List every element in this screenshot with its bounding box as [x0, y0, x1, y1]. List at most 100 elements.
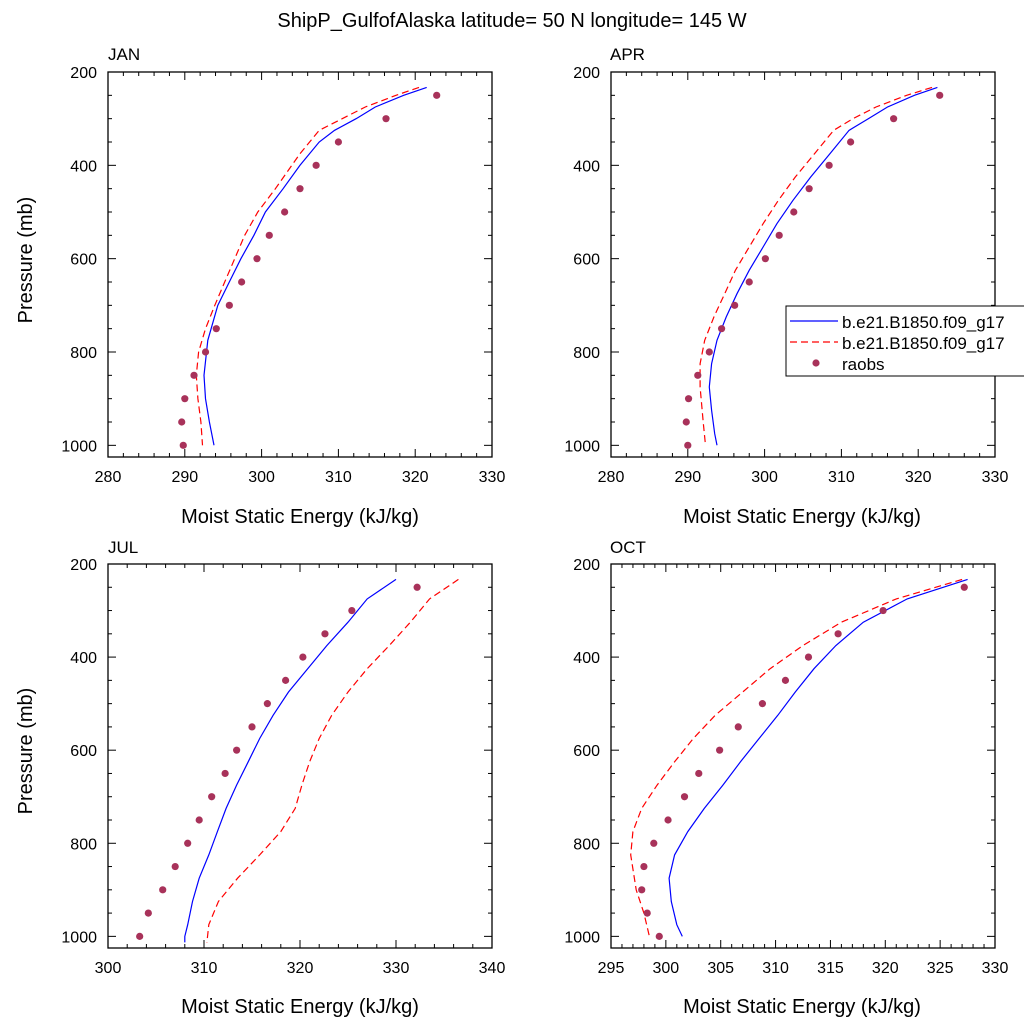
y-tick-label: 400 — [70, 158, 97, 175]
x-tick-label: 300 — [751, 469, 778, 486]
y-tick-label: 1000 — [61, 929, 97, 946]
series-group-jan — [178, 86, 441, 449]
panel-label-apr: APR — [610, 45, 645, 64]
model-line-solid-jan — [203, 86, 427, 446]
figure-title: ShipP_GulfofAlaska latitude= 50 N longit… — [277, 10, 746, 32]
raobs-point — [758, 700, 767, 708]
raobs-point — [413, 583, 421, 591]
raobs-point — [638, 886, 646, 894]
raobs-point — [208, 793, 216, 801]
y-tick-label: 800 — [573, 345, 600, 362]
raobs-point — [847, 138, 855, 146]
raobs-point — [640, 862, 648, 871]
panel-jan: JAN Pressure (mb) Moist Static Energy (k… — [15, 45, 505, 528]
y-tick-label: 600 — [573, 743, 600, 760]
model-line-dashed-jul — [206, 578, 459, 943]
panel-jul: JUL Pressure (mb) Moist Static Energy (k… — [15, 538, 505, 1018]
raobs-point — [282, 676, 290, 684]
xlabel-apr: Moist Static Energy (kJ/kg) — [683, 506, 921, 528]
raobs-point — [233, 746, 241, 754]
raobs-point — [717, 325, 726, 333]
panel-oct: OCT Moist Static Energy (kJ/kg) 295 300 30… — [564, 538, 1008, 1018]
legend-label-2: b.e21.B1850.f09_g17 — [842, 334, 1005, 353]
raobs-point — [178, 418, 186, 426]
legend-box — [785, 305, 1024, 377]
x-tick-label: 310 — [191, 960, 218, 977]
raobs-point — [334, 138, 342, 146]
raobs-point — [936, 91, 944, 99]
raobs-point — [299, 653, 307, 661]
raobs-point — [144, 909, 152, 917]
raobs-point — [201, 348, 210, 356]
ylabel-jan: Pressure (mb) — [15, 197, 37, 324]
model-line-solid-jul — [184, 578, 397, 943]
x-tick-label: 330 — [982, 960, 1009, 977]
raobs-point — [296, 185, 304, 193]
raobs-point — [248, 723, 256, 731]
x-tick-label: 290 — [171, 469, 198, 486]
x-tick-label: 325 — [927, 960, 954, 977]
xlabel-oct: Moist Static Energy (kJ/kg) — [683, 996, 921, 1018]
raobs-point — [960, 583, 968, 591]
y-tick-label: 600 — [70, 252, 97, 269]
x-tick-label: 330 — [479, 469, 506, 486]
plot-frame-jan — [107, 71, 493, 458]
y-tick-label: 600 — [70, 743, 97, 760]
x-tick-label: 300 — [248, 469, 275, 486]
raobs-point — [705, 348, 713, 356]
x-tick-label: 300 — [653, 960, 680, 977]
raobs-point — [804, 653, 813, 661]
raobs-point — [238, 278, 246, 286]
raobs-point — [433, 91, 441, 99]
raobs-point — [179, 441, 187, 449]
raobs-point — [643, 909, 651, 917]
raobs-point — [281, 208, 289, 216]
raobs-point — [684, 441, 692, 449]
plot-frame-oct — [610, 563, 996, 949]
raobs-point — [225, 301, 233, 309]
model-line-solid-apr — [708, 86, 938, 446]
legend-swatch-marker — [812, 359, 820, 367]
raobs-point — [825, 161, 833, 169]
raobs-point — [195, 816, 203, 824]
raobs-point — [684, 395, 693, 403]
y-tick-label: 200 — [70, 65, 97, 82]
x-tick-label: 330 — [982, 469, 1009, 486]
legend-label-3: raobs — [842, 355, 885, 374]
x-tick-label: 310 — [828, 469, 855, 486]
y-tick-label: 1000 — [564, 929, 600, 946]
raobs-point — [734, 723, 742, 731]
plot-frame-apr — [610, 71, 996, 458]
ylabel-jul: Pressure (mb) — [15, 688, 37, 815]
x-tick-label: 280 — [598, 469, 625, 486]
x-tick-label: 320 — [287, 960, 314, 977]
raobs-point — [650, 839, 658, 847]
raobs-point — [731, 301, 739, 309]
raobs-point — [664, 816, 672, 824]
raobs-point — [321, 630, 329, 638]
y-tick-label: 1000 — [564, 438, 600, 455]
series-group-oct — [630, 578, 968, 940]
x-tick-label: 290 — [674, 469, 701, 486]
raobs-point — [136, 932, 144, 940]
x-tick-label: 300 — [95, 960, 122, 977]
raobs-point — [834, 630, 842, 638]
legend: b.e21.B1850.f09_g17 b.e21.B1850.f09_g17 … — [785, 305, 1024, 377]
panel-apr: APR Moist Static Energy (kJ/kg) 280 290 30… — [564, 45, 1008, 528]
y-tick-label: 600 — [573, 252, 600, 269]
model-line-dashed-apr — [699, 86, 933, 446]
panel-label-jul: JUL — [108, 538, 138, 557]
y-tick-label: 800 — [70, 836, 97, 853]
raobs-point — [253, 255, 261, 263]
y-tick-label: 200 — [573, 557, 600, 574]
model-line-dashed-jan — [195, 86, 420, 446]
x-tick-label: 320 — [402, 469, 429, 486]
raobs-point — [382, 115, 390, 123]
y-tick-label: 200 — [573, 65, 600, 82]
y-tick-label: 400 — [573, 650, 600, 667]
raobs-point — [879, 606, 887, 615]
raobs-point — [805, 185, 813, 193]
x-tick-label: 320 — [872, 960, 899, 977]
x-tick-label: 310 — [762, 960, 789, 977]
